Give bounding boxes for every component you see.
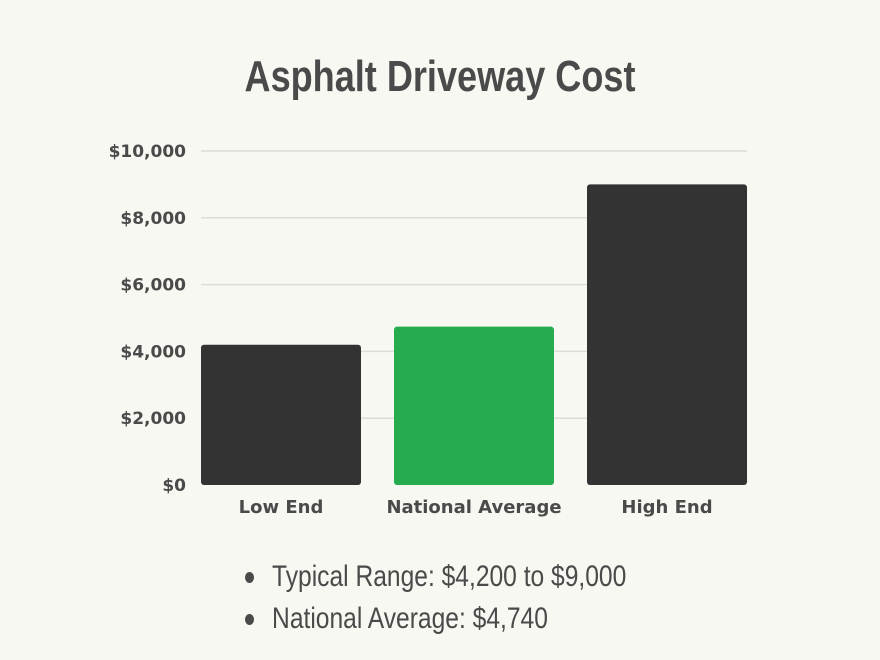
note-item: National Average: $4,740: [245, 598, 626, 640]
bullet-icon: [245, 613, 255, 625]
notes-list: Typical Range: $4,200 to $9,000 National…: [245, 556, 710, 640]
bullet-icon: [245, 571, 255, 583]
y-tick-label: $2,000: [120, 409, 186, 429]
y-tick-label: $0: [162, 476, 186, 496]
bar-low-end: [201, 344, 361, 485]
y-tick-label: $6,000: [120, 276, 186, 296]
x-tick-label: National Average: [386, 497, 561, 518]
x-tick-label: High End: [621, 497, 712, 518]
chart-title: Asphalt Driveway Cost: [244, 52, 636, 101]
bar-national-average: [394, 326, 554, 485]
note-item: Typical Range: $4,200 to $9,000: [245, 556, 626, 598]
note-text: Typical Range: $4,200 to $9,000: [272, 560, 627, 593]
x-tick-label: Low End: [239, 497, 324, 518]
y-tick-label: $8,000: [120, 209, 186, 229]
note-text: National Average: $4,740: [272, 602, 548, 635]
y-tick-label: $4,000: [120, 342, 186, 362]
bar-high-end: [587, 184, 747, 485]
y-tick-label: $10,000: [109, 142, 187, 162]
